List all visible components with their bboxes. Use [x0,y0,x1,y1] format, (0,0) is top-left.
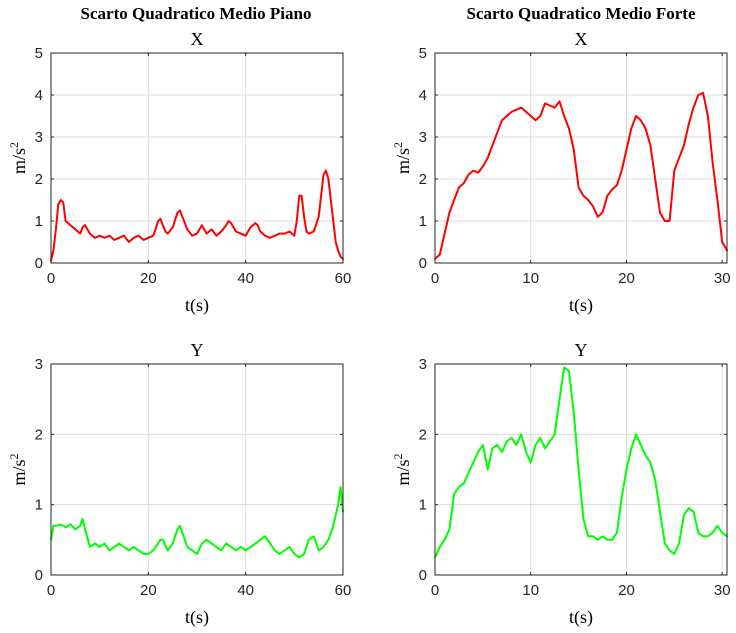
x-tick-label: 0 [47,582,55,599]
x-axis-label: t(s) [185,295,209,316]
y-tick-label: 3 [419,129,427,146]
y-axis-label-exponent: 2 [7,453,21,459]
y-tick-label: 0 [419,567,427,584]
subplot-title: X [575,29,588,49]
x-tick-label: 40 [237,270,254,287]
y-axis-label-unit: m/s [393,148,413,174]
y-tick-label: 2 [35,171,43,188]
y-axis-label-unit: m/s [9,459,29,485]
y-tick-label: 2 [419,426,427,443]
y-tick-label: 3 [419,356,427,373]
y-tick-label: 0 [419,255,427,272]
x-tick-label: 40 [237,582,254,599]
x-tick-label: 20 [140,582,157,599]
y-tick-label: 1 [419,213,427,230]
y-tick-label: 2 [419,171,427,188]
y-axis-label-exponent: 2 [391,453,405,459]
column-title-forte: Scarto Quadratico Medio Forte [467,4,696,23]
subplot-title: Y [191,340,204,360]
y-tick-label: 2 [35,426,43,443]
x-tick-label: 60 [335,582,352,599]
subplot-title: X [191,29,204,49]
y-tick-label: 1 [419,497,427,514]
x-tick-label: 20 [618,270,635,287]
x-tick-label: 0 [47,270,55,287]
y-tick-label: 3 [35,129,43,146]
series-line-x [50,169,344,262]
y-axis-label-unit: m/s [393,459,413,485]
y-axis-label-unit: m/s [9,148,29,174]
y-tick-label: 1 [35,213,43,230]
x-axis-label: t(s) [569,607,593,628]
x-tick-label: 0 [431,270,439,287]
y-tick-label: 5 [35,45,43,62]
subplot-title: Y [575,340,588,360]
series-line-y [50,486,344,559]
x-tick-label: 30 [714,270,731,287]
x-tick-label: 0 [431,582,439,599]
series-line-y [434,366,728,559]
x-tick-label: 30 [714,582,731,599]
axes-frame [50,52,344,264]
series-line-x [434,91,728,260]
x-tick-label: 20 [140,270,157,287]
y-axis-label-exponent: 2 [391,142,405,148]
y-tick-label: 0 [35,255,43,272]
axes-frame [50,363,344,576]
x-tick-label: 10 [522,582,539,599]
y-axis-label: m/s2 [7,453,29,485]
y-axis-label: m/s2 [7,142,29,174]
y-tick-label: 4 [35,87,43,104]
x-axis-label: t(s) [185,607,209,628]
column-title-piano: Scarto Quadratico Medio Piano [81,4,312,23]
y-tick-label: 5 [419,45,427,62]
y-tick-label: 4 [419,87,427,104]
x-tick-label: 20 [618,582,635,599]
y-tick-label: 1 [35,497,43,514]
y-axis-label-exponent: 2 [7,142,21,148]
y-tick-label: 0 [35,567,43,584]
y-tick-label: 3 [35,356,43,373]
y-axis-label: m/s2 [391,142,413,174]
x-tick-label: 10 [522,270,539,287]
x-tick-label: 60 [335,270,352,287]
axes-frame [434,52,728,264]
axes-frame [434,363,728,576]
x-axis-label: t(s) [569,295,593,316]
y-axis-label: m/s2 [391,453,413,485]
